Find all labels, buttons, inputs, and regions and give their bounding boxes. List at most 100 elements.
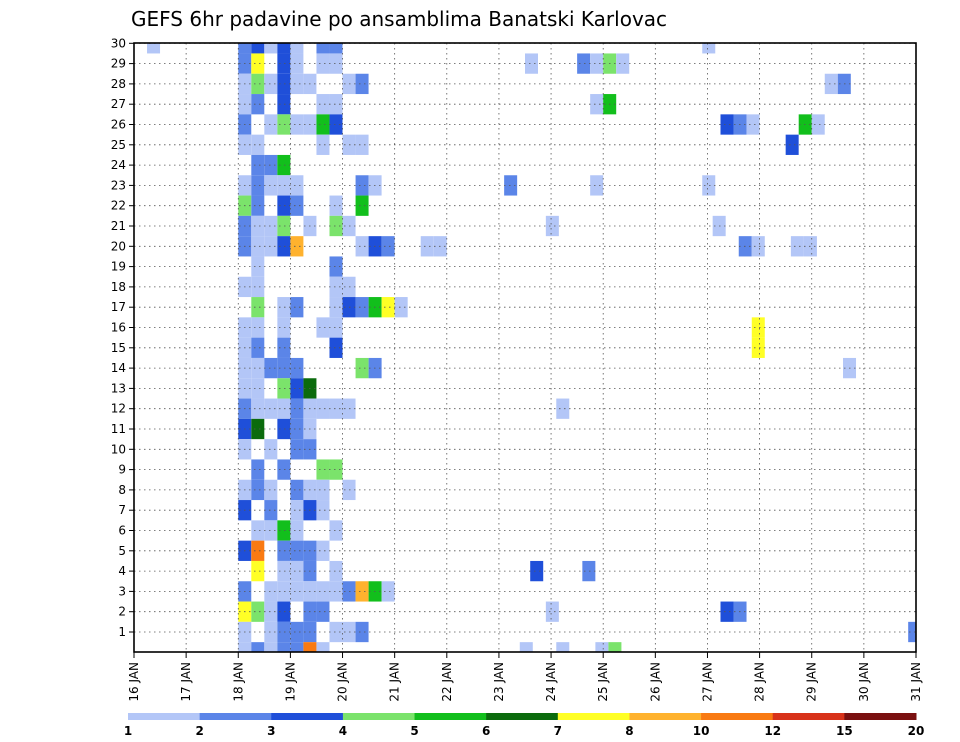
heat-cell (251, 479, 265, 501)
heat-cell (290, 621, 304, 643)
heat-cell (251, 154, 265, 176)
heat-cell (381, 297, 395, 318)
grid-layer (134, 42, 916, 652)
x-tick-label: 19 JAN (283, 662, 297, 702)
x-tick-label: 30 JAN (857, 662, 871, 702)
heat-cell (329, 114, 343, 135)
x-tick-label: 16 JAN (127, 662, 141, 702)
heat-cell (264, 601, 278, 622)
heat-cell (329, 459, 343, 480)
heat-cell (316, 500, 330, 521)
heat-cell (316, 317, 330, 338)
heat-cell (355, 581, 369, 602)
y-tick-label: 14 (111, 361, 126, 375)
heat-cell (290, 297, 304, 318)
y-tick-label: 13 (111, 381, 126, 395)
y-tick-label: 1 (118, 625, 126, 639)
heat-cell (290, 378, 304, 399)
heat-cell (381, 581, 395, 602)
heat-cell (264, 439, 278, 460)
heat-cell (316, 114, 330, 135)
colorbar-label: 7 (554, 724, 562, 738)
heat-cell (277, 540, 291, 561)
y-tick-label: 26 (111, 118, 126, 132)
heat-cell (329, 560, 343, 582)
y-tick-label: 16 (111, 321, 126, 335)
heat-cell (277, 317, 291, 338)
heat-cell (251, 337, 265, 358)
heat-cell (355, 357, 369, 379)
heat-cell (811, 114, 825, 135)
colorbar-swatch (414, 713, 487, 720)
heat-cell (277, 378, 291, 399)
x-tick-label: 27 JAN (700, 662, 714, 702)
heat-cell (290, 357, 304, 379)
heat-cell (238, 43, 252, 54)
colorbar-swatch (557, 713, 630, 720)
heat-cell (277, 236, 291, 257)
heat-cell (316, 540, 330, 561)
y-tick-label: 19 (111, 260, 126, 274)
heat-cell (277, 581, 291, 602)
heat-cell (238, 642, 252, 652)
heat-cell (908, 621, 916, 643)
heat-cell (355, 297, 369, 318)
heat-cell (290, 175, 304, 196)
heat-cell (251, 560, 265, 582)
heat-cell (355, 195, 369, 216)
colorbar-swatch (271, 713, 344, 720)
heat-cell (329, 53, 343, 74)
y-tick-label: 9 (118, 463, 126, 477)
heat-cell (277, 215, 291, 237)
heat-cell (264, 520, 278, 541)
y-tick-label: 18 (111, 280, 126, 294)
heat-cell (277, 520, 291, 541)
heat-cell (251, 540, 265, 561)
y-tick-label: 5 (118, 544, 126, 558)
heat-cell (746, 114, 760, 135)
heat-cell (608, 642, 622, 652)
heat-cell (277, 560, 291, 582)
heat-cell (264, 215, 278, 237)
heat-cell (329, 195, 343, 216)
heat-cell (277, 154, 291, 176)
x-tick-label: 28 JAN (753, 662, 767, 702)
colorbar-swatch (629, 713, 702, 720)
heat-cell (251, 357, 265, 379)
colorbar-label: 12 (764, 724, 781, 738)
y-tick-label: 11 (111, 422, 126, 436)
cells-layer (147, 43, 916, 652)
heat-cell (329, 94, 343, 115)
heat-cell (290, 642, 304, 652)
heat-cell (316, 459, 330, 480)
heat-cell (556, 398, 570, 419)
heat-cell (329, 256, 343, 277)
heat-cell (251, 73, 265, 95)
heat-cell (394, 297, 408, 318)
heat-cell (790, 236, 804, 257)
heat-cell (264, 398, 278, 419)
y-tick-label: 3 (118, 584, 126, 598)
x-tick-label: 31 JAN (909, 662, 923, 702)
heat-cell (264, 236, 278, 257)
x-tick-label: 26 JAN (648, 662, 662, 702)
chart-title: GEFS 6hr padavine po ansamblima Banatski… (131, 7, 667, 31)
heat-cell (785, 134, 799, 155)
heat-cell (316, 134, 330, 155)
heat-cell (277, 601, 291, 622)
heat-cell (277, 53, 291, 74)
heat-cell (277, 418, 291, 440)
y-tick-label: 20 (111, 239, 126, 253)
heat-cell (824, 73, 838, 95)
heat-cell (277, 621, 291, 643)
heat-cell (329, 520, 343, 541)
heat-cell (251, 175, 265, 196)
heat-cell (545, 601, 559, 622)
heat-cell (264, 479, 278, 501)
heat-cell (329, 621, 343, 643)
heat-cell (277, 297, 291, 318)
y-tick-label: 6 (118, 524, 126, 538)
heat-cell (504, 175, 518, 196)
heat-cell (290, 439, 304, 460)
y-tick-label: 25 (111, 138, 126, 152)
